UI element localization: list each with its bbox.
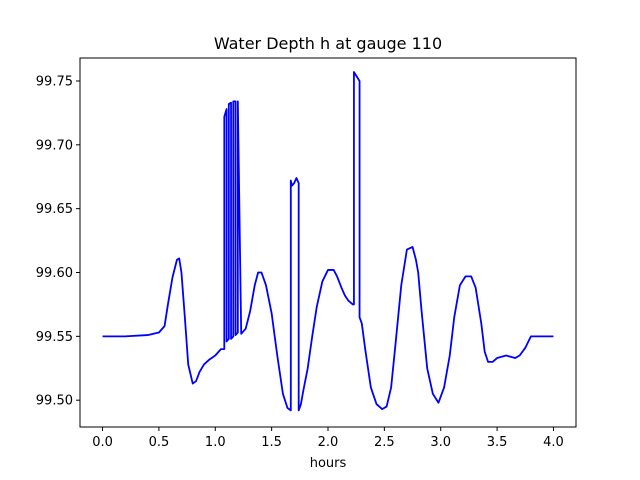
- x-tick-label: 0.5: [149, 435, 170, 450]
- x-tick-label: 4.0: [543, 435, 564, 450]
- series-line-0: [102, 71, 554, 412]
- y-tick-label: 99.75: [36, 74, 73, 89]
- x-tick-label: 1.0: [205, 435, 226, 450]
- y-tick-label: 99.55: [36, 330, 73, 345]
- y-tick-label: 99.65: [36, 202, 73, 217]
- plot-area: 0.0 0.5 1.0 1.5 2.0 2.5 3.0 3.5 4.0 99.50 99.55 99.…: [36, 57, 577, 450]
- chart-title: Water Depth h at gauge 110: [214, 34, 442, 53]
- x-tick-label: 3.0: [430, 435, 451, 450]
- x-tick-label: 1.5: [261, 435, 282, 450]
- y-tick-label: 99.70: [36, 138, 73, 153]
- x-tick-label: 3.5: [487, 435, 508, 450]
- x-tick-label: 0.0: [92, 435, 113, 450]
- x-tick-label: 2.5: [374, 435, 395, 450]
- x-tick-label: 2.0: [318, 435, 339, 450]
- x-axis-label: hours: [310, 456, 347, 471]
- y-tick-label: 99.60: [36, 266, 73, 281]
- y-tick-label: 99.50: [36, 394, 73, 409]
